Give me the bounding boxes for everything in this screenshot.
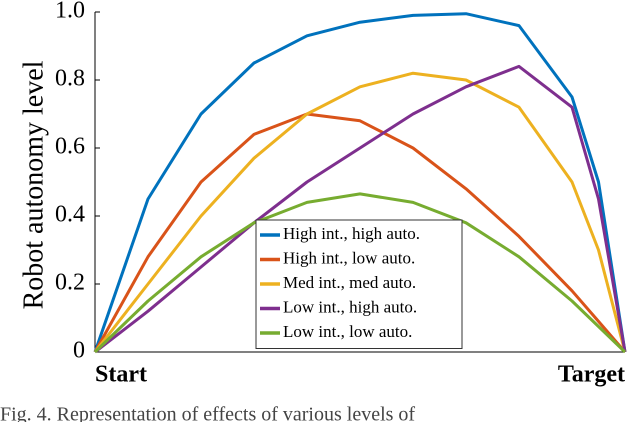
y-tick-label: 1.0 [55, 0, 85, 24]
series-line [94, 64, 627, 354]
legend-label: Low int., high auto. [283, 297, 417, 316]
legend-label: Med int., med auto. [283, 273, 416, 292]
y-tick-label: 0.4 [55, 202, 85, 228]
series-line [93, 71, 627, 353]
series-line [93, 12, 627, 353]
legend-box [255, 219, 463, 349]
series-line [93, 112, 627, 353]
y-tick-label: 0 [73, 338, 85, 364]
y-tick-label: 0.6 [55, 134, 85, 160]
legend-label: High int., low auto. [283, 248, 415, 267]
caption: Fig. 4. Representation of effects of var… [0, 404, 415, 422]
y-tick-label: 0.8 [55, 66, 85, 92]
x-tick-label: Target [558, 362, 625, 388]
x-tick-label: Start [95, 362, 147, 388]
y-tick-label: 0.2 [55, 270, 85, 296]
y-axis-label: Robot autonomy level [18, 60, 49, 309]
legend-label: High int., high auto. [283, 224, 420, 243]
legend-label: Low int., low auto. [283, 322, 412, 341]
series-line [93, 192, 627, 354]
